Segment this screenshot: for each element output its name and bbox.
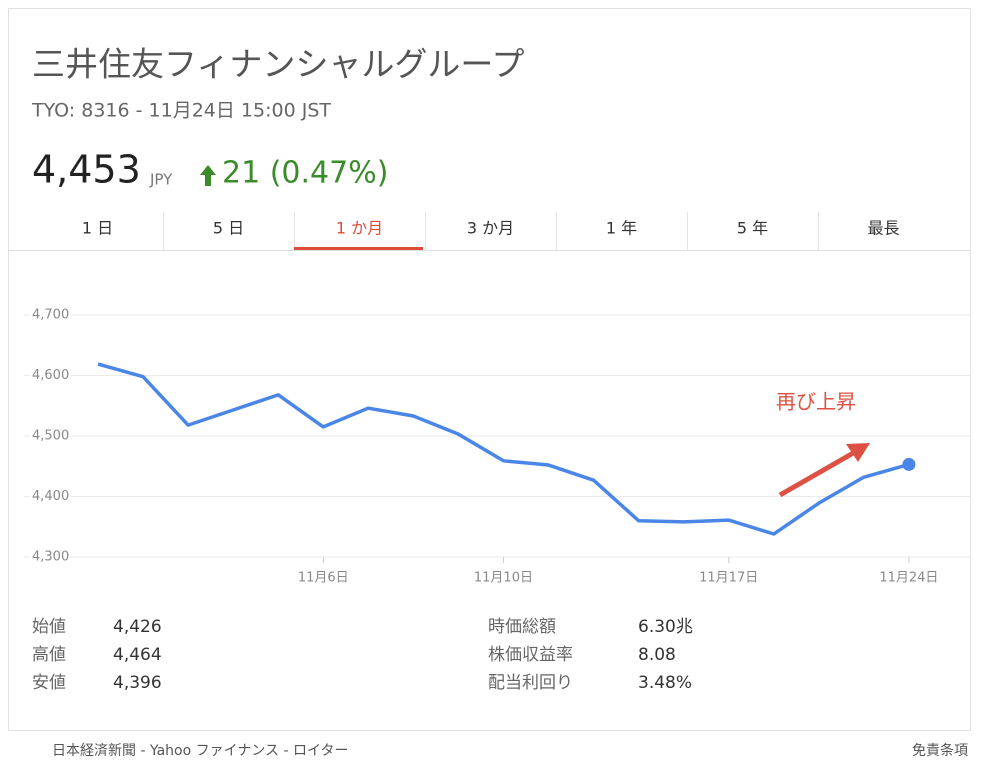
y-tick-label: 4,600 [32, 368, 69, 383]
stat-value: 4,396 [113, 673, 162, 693]
stat-value: 8.08 [638, 645, 676, 665]
tab-label[interactable]: 1 か月 [336, 219, 383, 238]
change: 21 (0.47%) [222, 156, 388, 191]
tab-label[interactable]: 最長 [867, 219, 899, 238]
stat-label: 安値 [32, 673, 66, 693]
stat-label: 時価総額 [488, 617, 556, 637]
annotation: 再び上昇 [776, 390, 856, 414]
x-tick-label: 11月6日 [298, 571, 349, 586]
tab-label[interactable]: 1 日 [82, 219, 113, 238]
y-tick-label: 4,500 [32, 429, 69, 444]
stat-label: 始値 [32, 617, 66, 637]
tab-label[interactable]: 1 年 [606, 219, 637, 238]
up-arrow [200, 165, 216, 186]
tab-label[interactable]: 5 年 [737, 219, 768, 238]
stat-label: 株価収益率 [488, 645, 573, 665]
stat-label: 高値 [32, 645, 66, 665]
y-tick-label: 4,300 [32, 550, 69, 565]
tab-label[interactable]: 3 か月 [467, 219, 514, 238]
price: 4,453 [32, 148, 141, 192]
stat-label: 配当利回り [488, 673, 573, 693]
x-tick-label: 11月24日 [879, 571, 938, 586]
title: 三井住友フィナンシャルグループ [32, 45, 524, 84]
stat-value: 4,464 [113, 645, 162, 665]
stat-value: 3.48% [638, 673, 692, 693]
y-tick-label: 4,700 [32, 308, 69, 323]
tab-label[interactable]: 5 日 [213, 219, 244, 238]
subtitle: TYO: 8316 - 11月24日 15:00 JST [31, 100, 331, 122]
footer-sources: 日本経済新聞 - Yahoo ファイナンス - ロイター [52, 743, 348, 759]
annotation-arrow-head [846, 443, 870, 462]
annotation-arrow [778, 449, 857, 498]
tab-underline [294, 247, 423, 250]
stat-value: 6.30兆 [638, 617, 693, 637]
x-tick-label: 11月10日 [474, 571, 533, 586]
x-tick-label: 11月17日 [699, 571, 758, 586]
footer-disclaimer[interactable]: 免責条項 [912, 742, 968, 759]
card-border [8, 8, 971, 731]
last-point [902, 457, 916, 471]
stat-value: 4,426 [113, 617, 162, 637]
price-line [97, 362, 910, 536]
y-tick-label: 4,400 [32, 489, 69, 504]
currency: JPY [149, 171, 173, 189]
